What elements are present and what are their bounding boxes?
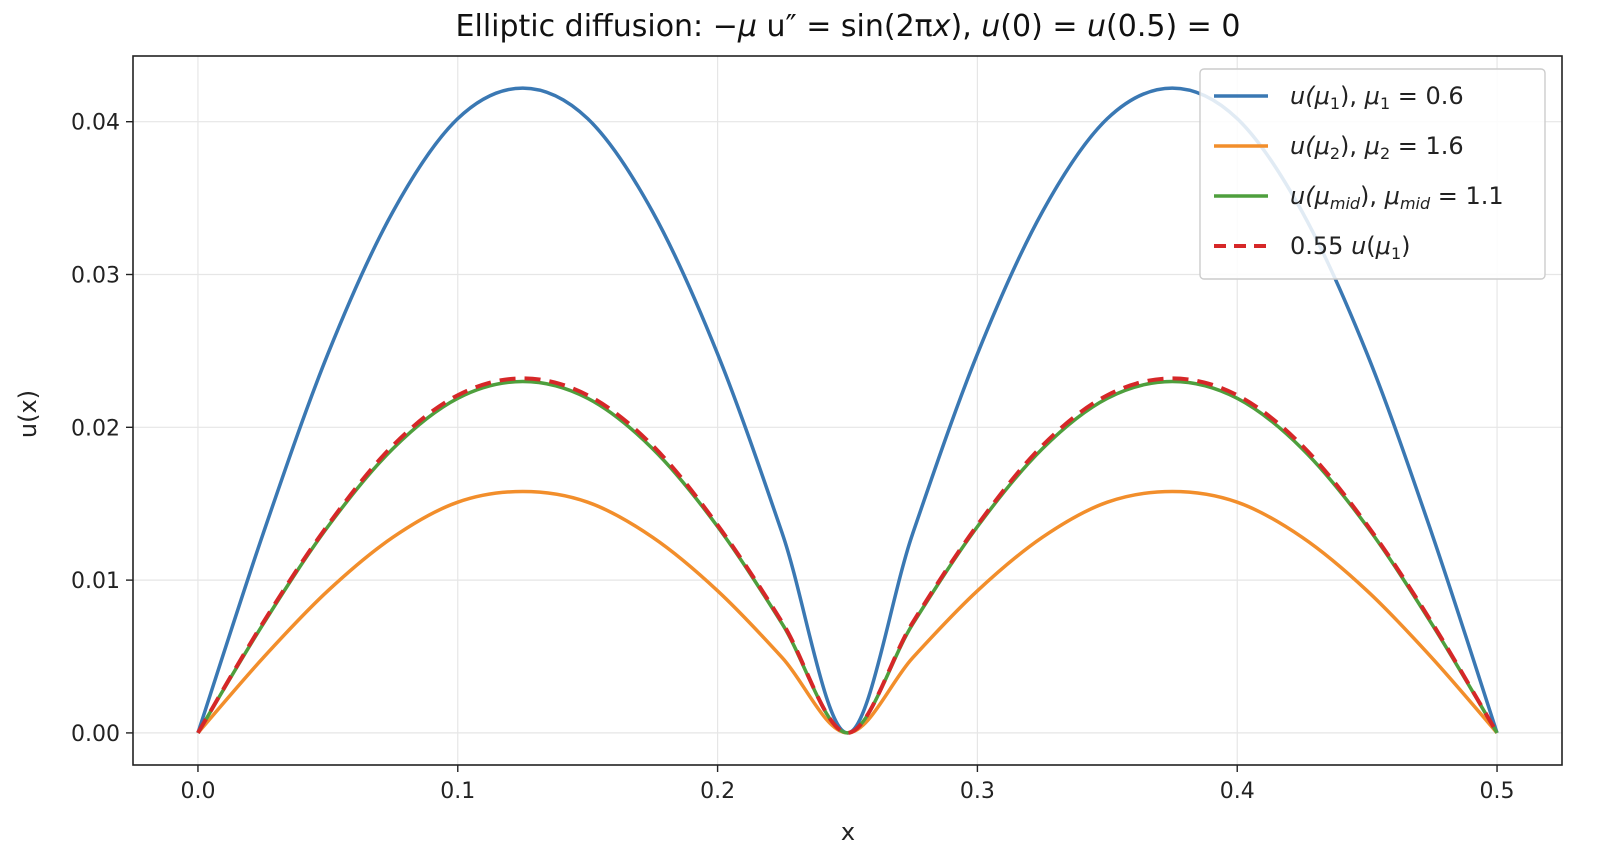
title-part: ), — [951, 9, 982, 44]
tick-layer: 0.0 0.1 0.2 0.3 0.4 0.5 0.00 0.01 0.02 0.03 0.04 — [71, 111, 1515, 804]
legend-entry: 0.55 u(μ1) — [1290, 232, 1411, 263]
chart-title: Elliptic diffusion: −μ u″ = sin(2πx), u(… — [456, 9, 1241, 44]
legend-entry: u(μmid), μmid = 1.1 — [1290, 182, 1504, 213]
title-part: (0.5) = 0 — [1106, 9, 1240, 44]
x-tick-label: 0.3 — [960, 779, 995, 804]
legend: u(μ1), μ1 = 0.6 u(μ2), μ2 = 1.6 u(μmid),… — [1199, 68, 1546, 280]
x-axis-label: x — [841, 818, 855, 846]
x-tick-label: 0.0 — [180, 779, 215, 804]
series-line — [196, 376, 1499, 735]
series-line — [196, 379, 1499, 735]
title-part: u — [981, 9, 1000, 44]
y-tick-label: 0.03 — [71, 264, 120, 289]
legend-box — [1199, 68, 1546, 280]
title-part: μ — [737, 9, 757, 44]
title-part: (0) = — [1000, 9, 1087, 44]
y-tick-label: 0.01 — [71, 569, 120, 594]
x-tick-label: 0.1 — [440, 779, 475, 804]
x-tick-label: 0.5 — [1480, 779, 1515, 804]
legend-entry: u(μ2), μ2 = 1.6 — [1290, 132, 1464, 163]
y-tick-label: 0.04 — [71, 111, 120, 136]
title-part: − — [713, 9, 738, 44]
title-part: u — [1087, 9, 1106, 44]
title-part: u″ = sin(2π — [757, 9, 933, 44]
y-tick-label: 0.02 — [71, 416, 120, 441]
plot-area-frame — [132, 55, 1563, 766]
legend-entry: u(μ1), μ1 = 0.6 — [1290, 82, 1464, 113]
x-tick-label: 0.2 — [700, 779, 735, 804]
y-tick-label: 0.00 — [71, 722, 120, 747]
x-tick-label: 0.4 — [1220, 779, 1255, 804]
series-line — [196, 489, 1499, 735]
title-part: x — [932, 9, 951, 44]
y-axis-label: u(x) — [14, 390, 42, 438]
title-part: Elliptic diffusion: — [456, 9, 713, 44]
